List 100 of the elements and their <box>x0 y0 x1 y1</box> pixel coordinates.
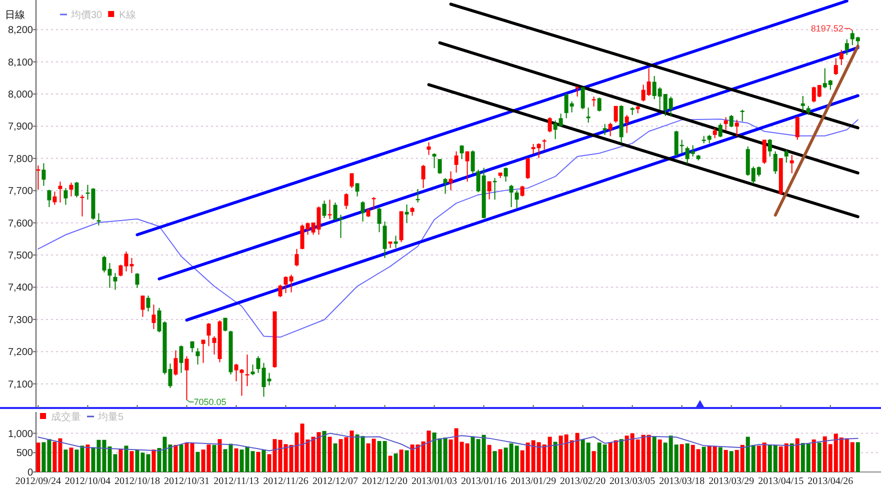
bar <box>64 450 68 472</box>
annotation: 7050.05 <box>194 396 226 407</box>
candlestick <box>438 158 442 174</box>
candlestick <box>322 200 326 219</box>
candlestick <box>135 272 140 288</box>
candlestick <box>113 272 118 290</box>
legend-label: 均價30 <box>70 9 103 21</box>
bar <box>812 439 816 472</box>
candlestick <box>470 150 475 174</box>
candlestick <box>278 284 282 298</box>
candlestick <box>382 221 387 258</box>
candlestick <box>206 322 211 347</box>
bar <box>619 439 624 472</box>
candlestick <box>718 122 722 138</box>
x-tick-label: 2013/03/05 <box>610 476 656 487</box>
text: 日線 <box>5 10 25 21</box>
bar <box>256 452 260 472</box>
candlestick <box>712 128 717 139</box>
candlestick <box>773 150 778 174</box>
bar <box>718 447 722 472</box>
candlestick <box>514 190 519 209</box>
bar <box>218 439 222 472</box>
candlestick <box>602 123 607 136</box>
candlestick <box>404 204 409 224</box>
bar <box>817 442 822 472</box>
candlestick <box>355 182 360 197</box>
x-tick-label: 2012/10/18 <box>114 476 160 487</box>
bar <box>498 449 502 472</box>
bar <box>179 444 184 472</box>
bar <box>790 443 794 472</box>
y-tick-label: 7,700 <box>8 186 34 198</box>
candlestick <box>520 185 524 197</box>
candlestick <box>504 166 508 182</box>
candlestick <box>421 164 426 189</box>
x-tick-label: 2013/03/18 <box>659 476 705 487</box>
annotation: 8197.52 <box>810 23 844 34</box>
candlestick <box>74 181 79 198</box>
bar <box>388 456 392 472</box>
y-tick-label: 500 <box>16 448 34 460</box>
candlestick <box>443 178 448 194</box>
bar <box>152 450 156 472</box>
legend-label: 均量5 <box>97 411 124 423</box>
candlestick <box>350 172 354 189</box>
y-tick-label: 7,900 <box>8 122 34 133</box>
bar <box>130 451 134 472</box>
candlestick <box>487 180 492 200</box>
candlestick <box>146 295 150 312</box>
candlestick <box>52 191 57 206</box>
x-tick-label: 2012/10/04 <box>64 476 110 487</box>
x-tick-label: 2013/02/20 <box>560 476 606 487</box>
candlestick <box>800 95 805 112</box>
candlestick <box>844 38 849 56</box>
candlestick <box>454 150 458 174</box>
y-tick-label: 7,500 <box>8 250 34 262</box>
candlestick <box>806 105 810 116</box>
candlestick <box>834 58 838 76</box>
y-tick-label: 7,200 <box>8 347 34 358</box>
candlestick <box>784 149 788 164</box>
candlestick <box>196 348 200 366</box>
candlestick <box>328 199 332 220</box>
y-tick-label: 7,300 <box>8 314 34 326</box>
bar <box>394 453 398 472</box>
candlestick <box>509 184 514 208</box>
candlestick <box>790 154 794 174</box>
y-tick-label: 0 <box>27 468 34 478</box>
x-tick-label: 2013/01/03 <box>412 476 458 487</box>
candlestick <box>465 150 470 182</box>
bar <box>492 451 497 472</box>
candlestick <box>586 107 590 124</box>
candlestick <box>360 200 365 222</box>
candlestick <box>548 116 552 133</box>
x-tick-label: 2013/04/26 <box>808 476 854 487</box>
bar <box>322 430 326 472</box>
x-tick-label: 2013/03/29 <box>708 476 754 487</box>
candlestick <box>580 86 585 110</box>
y-tick-label: 1,000 <box>8 428 34 440</box>
line-series <box>38 118 858 338</box>
bar <box>212 444 216 472</box>
candlestick <box>42 162 46 186</box>
candlestick <box>426 142 431 156</box>
candlestick <box>377 208 382 233</box>
bar <box>333 443 338 472</box>
y-tick-label: 8,200 <box>8 25 34 36</box>
candlestick <box>394 235 398 248</box>
candlestick <box>366 208 370 218</box>
bar <box>680 444 684 472</box>
candlestick <box>201 339 206 364</box>
x-tick-label: 2012/09/24 <box>15 476 61 487</box>
candlestick <box>608 122 612 137</box>
candlestick <box>64 188 68 206</box>
bar <box>856 442 860 472</box>
y-tick-label: 8,000 <box>8 90 34 101</box>
candlestick <box>729 114 734 128</box>
bar <box>487 444 492 472</box>
candlestick <box>140 295 145 318</box>
bar <box>652 436 656 472</box>
x-tick-label: 2013/04/15 <box>758 476 804 487</box>
bar <box>702 446 706 472</box>
candlestick <box>526 158 530 180</box>
candlestick <box>152 304 156 330</box>
